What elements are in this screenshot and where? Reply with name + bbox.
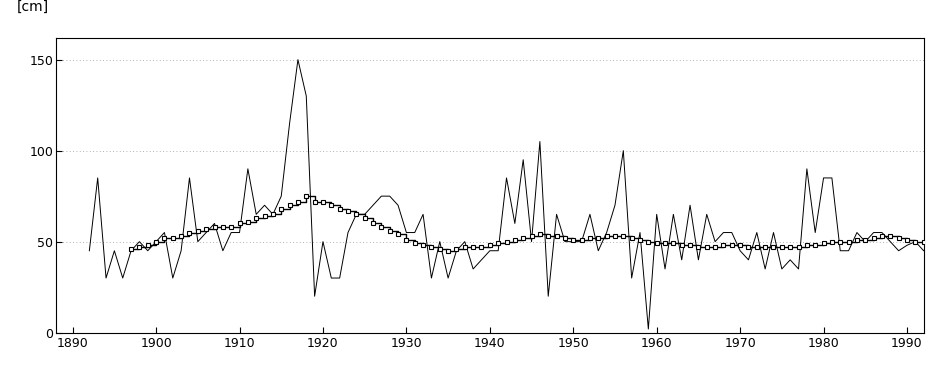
Text: [cm]: [cm] [17,0,49,14]
